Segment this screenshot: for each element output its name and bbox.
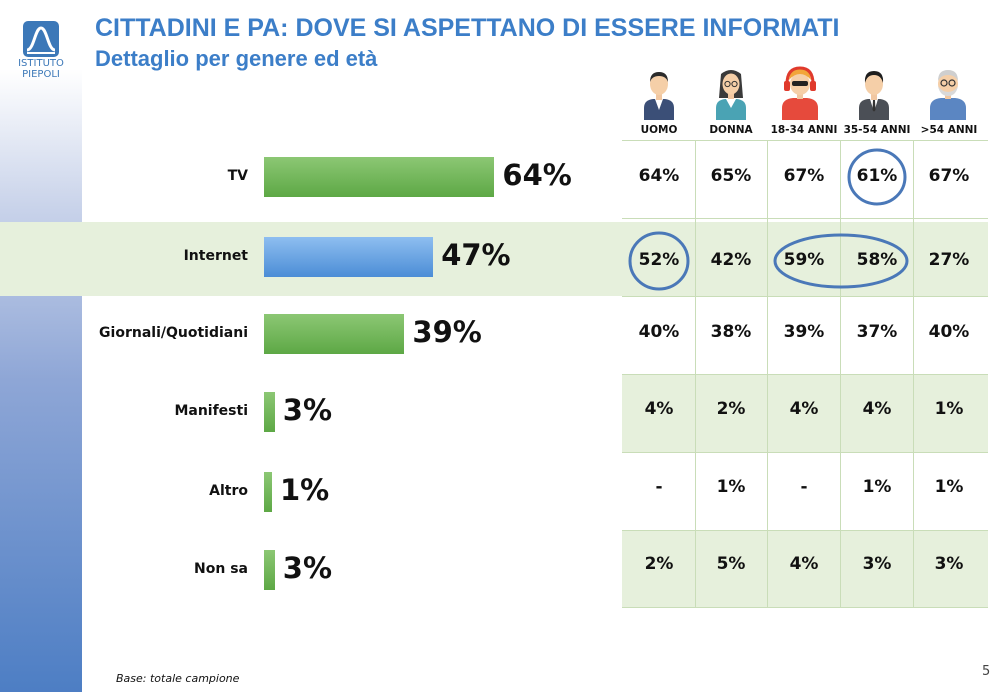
- bar: [264, 314, 405, 354]
- bar-value-label: 3%: [282, 393, 333, 427]
- table-cell: 2%: [716, 399, 746, 419]
- table-band: [622, 374, 988, 452]
- table-cell: 1%: [934, 399, 964, 419]
- bar-value-label: 1%: [280, 473, 330, 507]
- column-header: >54 ANNI: [920, 124, 978, 136]
- table-band: [622, 530, 988, 607]
- table-vline: [913, 140, 914, 607]
- table-cell: 4%: [789, 399, 819, 419]
- table-cell: 4%: [862, 399, 892, 419]
- category-label: Manifesti: [174, 403, 248, 419]
- bar-value-label: 47%: [441, 238, 511, 272]
- table-cell: -: [800, 477, 808, 497]
- table-cell: 4%: [789, 554, 819, 574]
- column-header: 35-54 ANNI: [843, 124, 911, 136]
- table-cell: 67%: [783, 166, 825, 186]
- table-hline: [622, 607, 988, 608]
- table-cell: 42%: [710, 250, 752, 270]
- bar-value-label: 39%: [412, 315, 482, 349]
- table-cell: 38%: [710, 322, 752, 342]
- table-cell: 67%: [928, 166, 970, 186]
- table-hline: [622, 296, 988, 297]
- adult-man-icon: [859, 71, 889, 120]
- table-cell: 1%: [934, 477, 964, 497]
- table-cell: 5%: [716, 554, 746, 574]
- table-cell: 4%: [644, 399, 674, 419]
- logo-text-line2: PIEPOLI: [22, 69, 60, 80]
- bar: [264, 472, 272, 512]
- table-vline: [695, 140, 696, 607]
- istituto-piepoli-logo: ISTITUTO PIEPOLI: [16, 20, 66, 80]
- category-label: Non sa: [194, 561, 248, 577]
- column-header: DONNA: [709, 124, 753, 136]
- column-header: 18-34 ANNI: [770, 124, 838, 136]
- page-number: 5: [982, 664, 991, 679]
- table-hline: [622, 530, 988, 531]
- table-cell: 64%: [638, 166, 680, 186]
- senior-man-icon: [930, 70, 966, 120]
- table-vline: [840, 140, 841, 607]
- category-label: Giornali/Quotidiani: [99, 325, 248, 341]
- bar: [264, 392, 275, 432]
- column-header: UOMO: [640, 124, 678, 136]
- table-cell: 40%: [638, 322, 680, 342]
- bar: [264, 550, 275, 590]
- table-cell: 39%: [783, 322, 825, 342]
- table-cell: -: [655, 477, 663, 497]
- table-hline: [622, 218, 988, 219]
- table-cell: 65%: [710, 166, 752, 186]
- category-label: Internet: [183, 248, 248, 264]
- woman-icon: [716, 70, 746, 120]
- category-label: TV: [227, 168, 248, 184]
- page-subtitle: Dettaglio per genere ed età: [95, 46, 378, 71]
- table-hline: [622, 140, 988, 141]
- footnote: Base: totale campione: [116, 672, 240, 685]
- sidebar-gradient: [0, 0, 82, 692]
- page-title: CITTADINI E PA: DOVE SI ASPETTANO DI ESS…: [95, 14, 840, 42]
- table-cell: 61%: [856, 166, 898, 186]
- table-cell: 52%: [638, 250, 680, 270]
- logo-text-line1: ISTITUTO: [18, 58, 64, 69]
- table-cell: 27%: [928, 250, 970, 270]
- table-cell: 37%: [856, 322, 898, 342]
- table-cell: 58%: [856, 250, 898, 270]
- table-cell: 1%: [716, 477, 746, 497]
- table-cell: 3%: [934, 554, 964, 574]
- table-cell: 3%: [862, 554, 892, 574]
- young-person-icon: [782, 66, 818, 120]
- bar: [264, 157, 495, 197]
- table-cell: 40%: [928, 322, 970, 342]
- table-vline: [767, 140, 768, 607]
- bar-value-label: 3%: [282, 551, 333, 585]
- man-icon: [644, 72, 674, 120]
- table-cell: 1%: [862, 477, 892, 497]
- logo-mark-icon: [23, 21, 59, 57]
- table-hline: [622, 452, 988, 453]
- bar: [264, 237, 434, 277]
- table-hline: [622, 374, 988, 375]
- bar-value-label: 64%: [502, 158, 572, 192]
- table-cell: 2%: [644, 554, 674, 574]
- table-cell: 59%: [783, 250, 825, 270]
- category-label: Altro: [209, 483, 248, 499]
